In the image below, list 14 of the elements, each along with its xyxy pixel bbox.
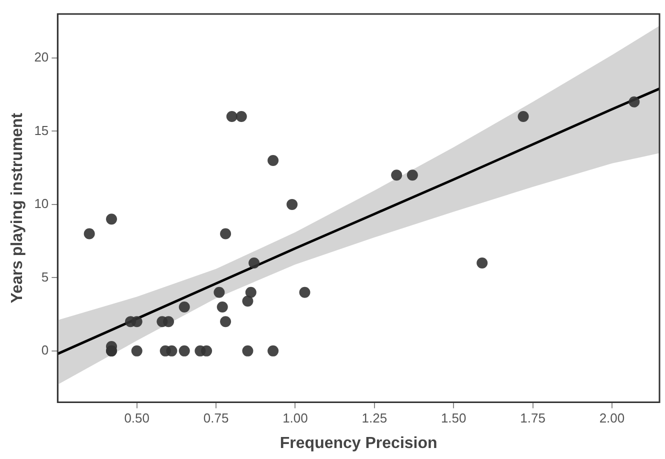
x-tick-label: 0.50 [124,410,150,426]
y-tick-label: 0 [41,342,49,358]
y-tick-label: 20 [34,50,49,65]
y-tick-label: 5 [41,269,49,284]
x-tick-label: 1.25 [362,410,388,426]
y-tick-label: 15 [34,122,49,138]
x-tick-label: 2.00 [599,410,625,426]
x-tick-label: 1.75 [520,410,546,426]
x-tick-label: 1.50 [440,410,466,426]
x-tick-label: 0.75 [203,410,229,426]
x-axis-title: Frequency Precision [280,434,438,452]
y-axis-title: Years playing instrument [9,112,26,304]
x-tick-label: 1.00 [282,410,308,426]
y-tick-label: 10 [34,196,49,212]
